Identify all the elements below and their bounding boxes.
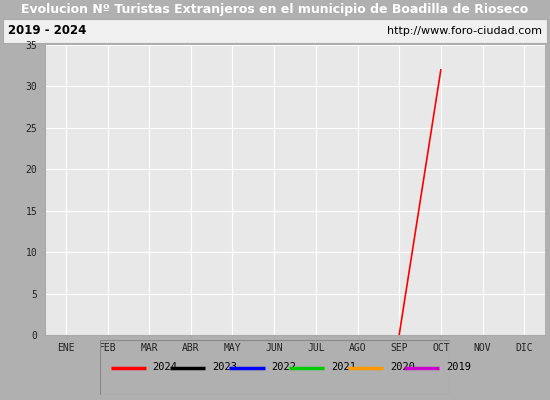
Text: 2019: 2019 bbox=[447, 362, 471, 372]
Text: http://www.foro-ciudad.com: http://www.foro-ciudad.com bbox=[387, 26, 542, 36]
Text: 2019 - 2024: 2019 - 2024 bbox=[8, 24, 86, 38]
Text: 2020: 2020 bbox=[390, 362, 415, 372]
Text: 2022: 2022 bbox=[272, 362, 296, 372]
Text: 2024: 2024 bbox=[152, 362, 178, 372]
Text: 2023: 2023 bbox=[212, 362, 237, 372]
Text: 2021: 2021 bbox=[331, 362, 356, 372]
Text: Evolucion Nº Turistas Extranjeros en el municipio de Boadilla de Rioseco: Evolucion Nº Turistas Extranjeros en el … bbox=[21, 2, 529, 16]
